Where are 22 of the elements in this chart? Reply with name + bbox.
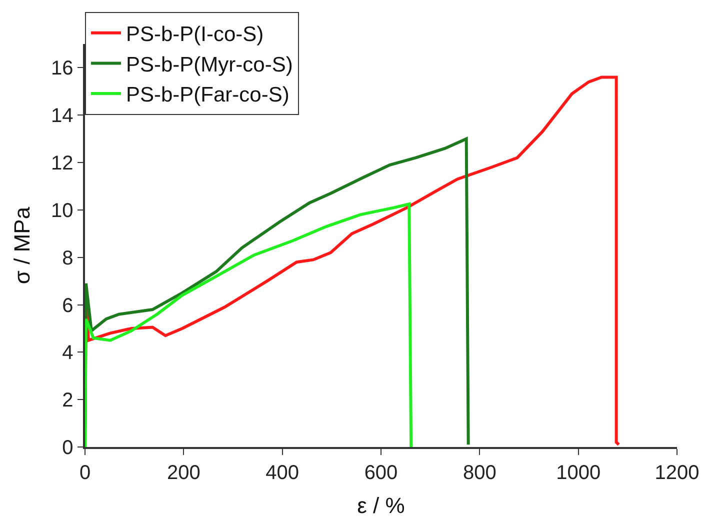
x-tick-label: 1200 xyxy=(654,462,700,484)
x-tick-label: 800 xyxy=(462,462,496,484)
y-tick-label: 2 xyxy=(62,390,74,412)
y-axis-title: σ / MPa xyxy=(9,206,34,284)
x-tick-label: 400 xyxy=(266,462,300,484)
y-tick-label: 10 xyxy=(51,200,74,222)
legend-label: PS-b-P(Far-co-S) xyxy=(126,84,290,107)
y-tick-label: 12 xyxy=(51,152,74,175)
y-tick-label: 4 xyxy=(62,342,74,364)
x-axis-title: ε / % xyxy=(357,493,405,518)
line-series xyxy=(85,202,413,447)
legend-label: PS-b-P(Myr-co-S) xyxy=(126,53,293,76)
y-tick-label: 6 xyxy=(62,294,74,317)
x-tick-label: 200 xyxy=(166,462,200,484)
y-tick-label: 14 xyxy=(51,105,74,128)
y-tick-label: 8 xyxy=(62,247,74,270)
x-tick-label: 1000 xyxy=(556,462,601,484)
y-tick-label: 16 xyxy=(51,58,74,80)
x-tick-label: 0 xyxy=(79,462,91,484)
legend-label: PS-b-P(I-co-S) xyxy=(126,23,264,46)
y-tick-label: 0 xyxy=(62,437,74,459)
x-tick-label: 600 xyxy=(364,462,398,484)
